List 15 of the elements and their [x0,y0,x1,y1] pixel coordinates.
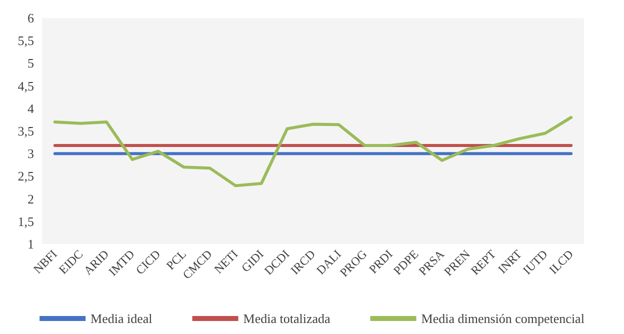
y-tick-label: 5 [28,56,34,71]
y-tick-label: 4,5 [18,78,34,94]
legend-label: Media ideal [90,311,153,326]
y-tick-label: 2,5 [18,168,34,184]
y-tick-label: 3,5 [18,124,34,138]
y-tick-label: 5,5 [18,33,34,48]
legend-label: Media dimensión competencial [421,311,585,326]
y-tick-label: 4 [28,100,34,116]
y-tick-label: 6 [28,10,34,26]
y-tick-label: 1,5 [18,214,34,229]
line-series [53,116,573,188]
y-tick-label: 3 [28,146,34,162]
legend-label: Media totalizada [243,311,330,326]
y-tick-label: 1 [28,236,34,252]
y-tick-label: 2 [28,191,34,206]
